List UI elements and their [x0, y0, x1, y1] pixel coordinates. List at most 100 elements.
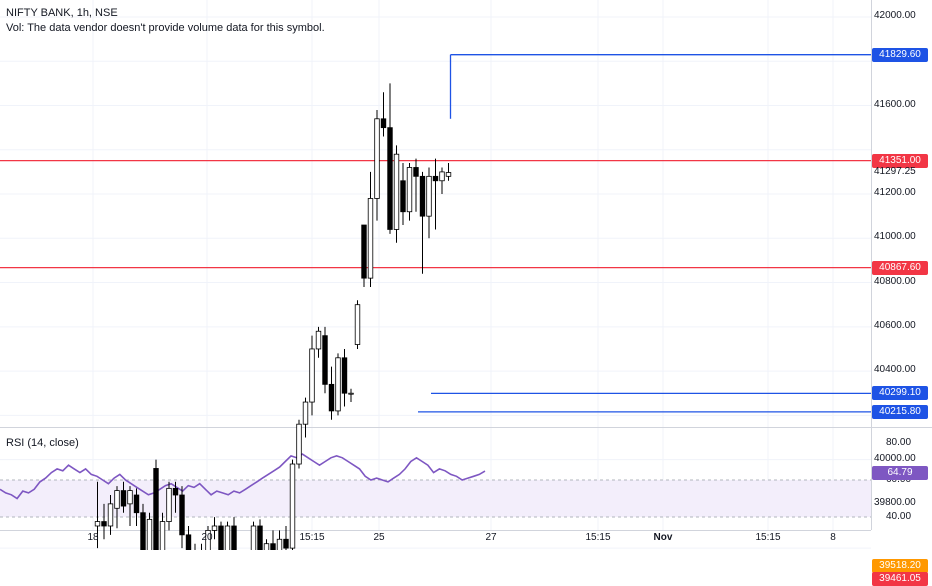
price-tick-label: 42000.00: [874, 10, 916, 21]
candle-body: [445, 172, 452, 177]
level-price-label: 40299.10: [872, 386, 928, 401]
candle: [185, 525, 192, 550]
price-tick-label: 40000.00: [874, 452, 916, 464]
candle-body: [120, 490, 127, 507]
candle: [341, 348, 348, 407]
candle-body: [426, 175, 432, 217]
candle: [179, 486, 185, 549]
candle-body: [302, 401, 309, 425]
candle: [354, 300, 361, 349]
candle-body: [94, 521, 101, 527]
time-tick-label: 15:15: [299, 532, 325, 543]
candle: [380, 92, 387, 137]
candle: [205, 525, 211, 550]
level-price-label: 39461.05: [872, 571, 928, 586]
candle: [400, 163, 406, 226]
candle: [250, 521, 257, 550]
rsi-title[interactable]: RSI (14, close): [6, 437, 79, 449]
candle: [263, 539, 270, 550]
time-tick-label: 8: [830, 532, 836, 543]
candle-body: [367, 198, 374, 279]
candle-body: [289, 463, 296, 549]
candle: [201, 543, 202, 550]
candle-body: [257, 525, 263, 550]
candle: [361, 224, 367, 287]
time-tick-label: 25: [373, 532, 385, 543]
axis-corner: [873, 530, 932, 550]
candle-body: [276, 538, 283, 550]
level-price-label: 40215.80: [872, 404, 928, 419]
candle-body: [335, 357, 341, 412]
candle-body: [322, 335, 328, 385]
candle-body: [361, 224, 367, 279]
candle-body: [432, 175, 439, 182]
price-tick-label: 41000.00: [874, 231, 916, 243]
candle-body: [380, 118, 387, 129]
candle-body: [166, 487, 172, 522]
candle: [276, 530, 283, 550]
candle: [296, 419, 302, 469]
rsi-tick-label: 40.00: [886, 511, 912, 522]
price-tick-label: 40400.00: [874, 364, 916, 376]
candle: [387, 83, 393, 234]
candle: [140, 503, 146, 550]
candle: [315, 326, 322, 358]
candle-body: [211, 525, 218, 531]
candle-body: [296, 423, 302, 465]
candle: [224, 521, 231, 550]
rsi-line[interactable]: [0, 453, 486, 500]
candle-body: [153, 468, 159, 550]
candle: [283, 525, 289, 550]
price-chart-canvas[interactable]: [0, 0, 932, 550]
candle-body: [159, 521, 166, 550]
candle: [127, 486, 133, 526]
volume-note: Vol: The data vendor doesn't provide vol…: [6, 22, 325, 34]
candle: [367, 171, 374, 287]
candle: [289, 459, 296, 550]
candle: [231, 517, 237, 550]
candle: [374, 109, 380, 221]
candle-body: [250, 525, 257, 550]
candle: [439, 167, 445, 195]
candle-body: [439, 171, 445, 182]
candle-body: [400, 180, 406, 213]
time-tick-label: 15:15: [755, 532, 781, 543]
candle: [406, 163, 413, 221]
candle-body: [172, 487, 179, 496]
candle-body: [146, 518, 153, 550]
candle: [107, 495, 114, 535]
level-price-label: 40867.60: [872, 260, 928, 275]
candle-body: [270, 543, 276, 550]
candle: [302, 397, 309, 438]
candle: [211, 517, 218, 540]
candle: [413, 158, 419, 212]
candle: [194, 543, 196, 550]
candle: [101, 503, 107, 540]
candle-body: [283, 538, 289, 549]
candle-body: [309, 348, 315, 403]
candle-body: [107, 503, 114, 527]
candle: [159, 512, 166, 550]
time-tick-label: 27: [485, 532, 497, 543]
candle-body: [387, 127, 393, 230]
candle-body: [419, 175, 426, 217]
candle-body: [224, 525, 231, 550]
time-tick-label: 18: [87, 532, 99, 543]
candle-body: [101, 521, 107, 527]
candle: [153, 459, 159, 550]
candle-body: [218, 525, 224, 550]
rsi-value-label: 64.79: [872, 466, 928, 480]
candle-body: [393, 153, 400, 230]
candle: [270, 530, 276, 550]
candle-body: [413, 167, 419, 177]
level-price-label: 41829.60: [872, 47, 928, 62]
rsi-tick-label: 80.00: [886, 437, 912, 448]
candle-body: [263, 543, 270, 550]
candle: [257, 519, 263, 550]
candle-body: [127, 490, 133, 505]
candle: [335, 353, 341, 416]
price-tick-label: 41600.00: [874, 98, 916, 110]
candle-body: [341, 357, 348, 394]
symbol-title[interactable]: NIFTY BANK, 1h, NSE: [6, 7, 118, 19]
